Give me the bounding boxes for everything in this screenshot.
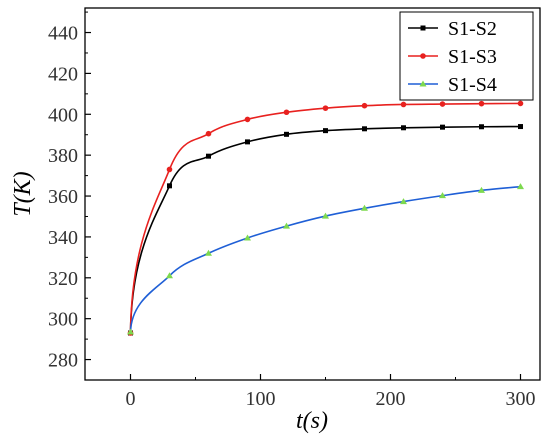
data-point-s1-s3: [517, 100, 524, 107]
x-tick-label: 200: [376, 388, 406, 410]
data-point-s1-s3: [283, 109, 290, 116]
y-tick-label: 440: [48, 23, 78, 45]
data-point-s1-s4: [517, 183, 524, 190]
data-point-s1-s4: [322, 212, 329, 219]
y-tick-label: 400: [48, 104, 78, 126]
data-point-s1-s4: [127, 328, 134, 335]
x-tick-label: 300: [506, 388, 536, 410]
legend-label: S1-S4: [448, 74, 497, 96]
y-axis-title: T(K): [10, 171, 36, 216]
x-axis-title: t(s): [296, 408, 328, 434]
series-layer: [127, 100, 524, 336]
data-point-s1-s2: [167, 183, 172, 189]
data-point-s1-s2: [518, 124, 523, 130]
data-point-s1-s4: [400, 198, 407, 205]
y-tick-label: 360: [48, 186, 78, 208]
data-point-s1-s2: [479, 124, 484, 130]
legend-label: S1-S2: [448, 18, 497, 40]
y-tick-label: 300: [48, 309, 78, 331]
legend-marker: [420, 53, 426, 59]
legend-label: S1-S3: [448, 46, 497, 68]
data-point-s1-s3: [361, 102, 368, 109]
data-point-s1-s3: [400, 101, 407, 108]
legend: S1-S2 S1-S3 S1-S4: [399, 11, 534, 101]
data-point-s1-s3: [322, 105, 329, 111]
axes: 0 100 200 300 280 300 320 340 360 380 400 420 440: [48, 11, 536, 410]
data-point-s1-s3: [205, 130, 212, 137]
data-point-s1-s4: [439, 192, 446, 199]
data-point-s1-s2: [245, 139, 250, 145]
data-point-s1-s2: [323, 128, 328, 134]
y-tick-label: 340: [48, 227, 78, 249]
y-tick-label: 320: [48, 268, 78, 290]
data-point-s1-s2: [401, 125, 406, 131]
x-tick-label: 100: [246, 388, 276, 410]
legend-marker: [420, 25, 426, 31]
legend-marker: [419, 80, 427, 87]
series-line-s1-s2: [129, 125, 521, 333]
data-point-s1-s3: [244, 116, 251, 123]
y-tick-label: 280: [48, 350, 78, 372]
data-point-s1-s4: [166, 272, 173, 279]
y-tick-label: 380: [48, 145, 78, 167]
data-point-s1-s2: [206, 153, 211, 159]
data-point-s1-s3: [166, 166, 173, 173]
y-tick-label: 420: [48, 63, 78, 85]
data-point-s1-s4: [478, 186, 485, 193]
data-point-s1-s4: [244, 234, 251, 241]
data-point-s1-s4: [283, 222, 290, 229]
data-point-s1-s3: [439, 101, 446, 107]
data-point-s1-s2: [284, 131, 289, 137]
data-point-s1-s4: [361, 204, 368, 211]
data-point-s1-s2: [440, 124, 445, 130]
series-line-s1-s3: [129, 102, 521, 333]
x-tick-label: 0: [126, 388, 136, 410]
data-point-s1-s4: [205, 249, 212, 256]
data-point-s1-s2: [362, 126, 367, 132]
data-point-s1-s3: [478, 100, 485, 107]
